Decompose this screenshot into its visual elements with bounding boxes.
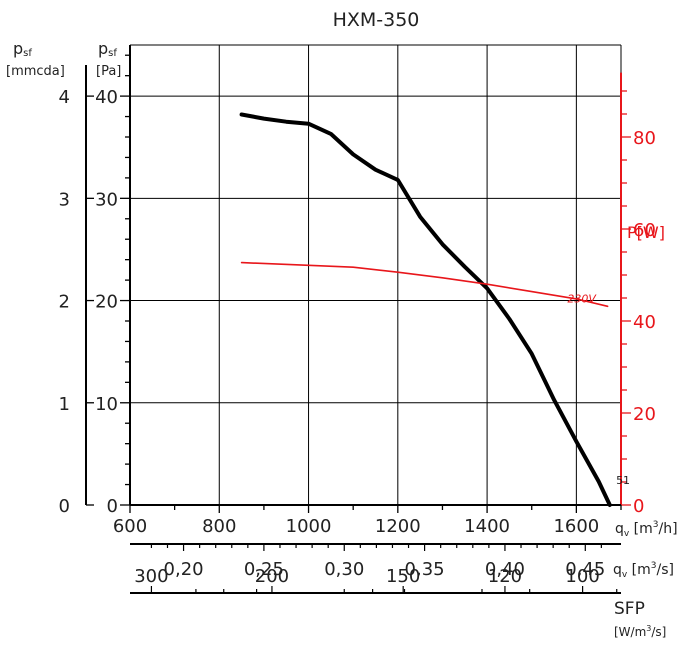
m3s-tick-label: 0,35 (405, 559, 445, 580)
sfp-tick-label: 100 (565, 566, 599, 587)
pa-tick-label: 40 (95, 87, 118, 108)
series-label: 51 (616, 474, 630, 487)
mmcda-tick-label: 4 (59, 87, 70, 108)
pa-tick-label: 20 (95, 292, 118, 313)
sfp-axis-label: SFP [W/m3/s] (614, 599, 666, 639)
x-axis-unit-m3h: qv [m3/h] (615, 520, 678, 539)
x-axis-unit-m3s: qv [m3/s] (613, 561, 674, 580)
mmcda-tick-label: 2 (59, 292, 70, 313)
power-tick-label: 20 (633, 404, 656, 425)
sfp-tick-label: 300 (134, 566, 168, 587)
m3s-tick-label: 0,30 (324, 559, 364, 580)
pa-tick-label: 30 (95, 189, 118, 210)
sfp-tick-label: 150 (386, 566, 420, 587)
pa-tick-label: 10 (95, 394, 118, 415)
series-label: 230V (567, 292, 597, 305)
svg-text:qv [m3/h]: qv [m3/h] (615, 520, 678, 539)
power-tick-label: 80 (633, 128, 656, 149)
chart-title: HXM-350 (333, 9, 420, 31)
power-axis-label: P[W] (627, 223, 665, 242)
x-tick-label: 800 (202, 516, 236, 537)
power-tick-label: 0 (633, 496, 644, 517)
svg-text:qv [m3/s]: qv [m3/s] (613, 561, 674, 580)
pa-axis-label: psf [Pa] (96, 39, 121, 79)
power-tick-label: 40 (633, 312, 656, 333)
m3s-tick-label: 0,20 (164, 559, 204, 580)
x-tick-label: 600 (113, 516, 147, 537)
series-labels: 230V 51 (567, 292, 630, 487)
grid (130, 44, 622, 505)
x-tick-label: 1000 (286, 516, 332, 537)
m3s-tick-label: 0,45 (565, 559, 605, 580)
svg-text:psf: psf (13, 39, 32, 59)
axes (85, 45, 631, 594)
svg-text:[Pa]: [Pa] (96, 64, 121, 79)
pa-tick-label: 0 (107, 496, 118, 517)
mmcda-tick-label: 1 (59, 394, 70, 415)
sfp-tick-label: 120 (488, 566, 522, 587)
series-line (240, 261, 609, 308)
mmcda-tick-label: 3 (59, 189, 70, 210)
m3s-tick-label: 0,40 (485, 559, 525, 580)
svg-text:[W/m3/s]: [W/m3/s] (614, 624, 666, 639)
series (239, 112, 612, 507)
svg-text:SFP: SFP (614, 599, 645, 619)
x-tick-label: 1200 (375, 516, 421, 537)
sfp-tick-label: 200 (255, 566, 289, 587)
m3s-tick-label: 0,25 (244, 559, 284, 580)
power-tick-label: 60 (633, 220, 656, 241)
x-tick-label: 1600 (553, 516, 599, 537)
svg-text:psf: psf (98, 39, 117, 59)
x-tick-label: 1400 (464, 516, 510, 537)
svg-text:[mmcda]: [mmcda] (6, 64, 65, 79)
series-line (239, 112, 612, 507)
mmcda-axis-label: psf [mmcda] (6, 39, 65, 79)
mmcda-tick-label: 0 (59, 496, 70, 517)
